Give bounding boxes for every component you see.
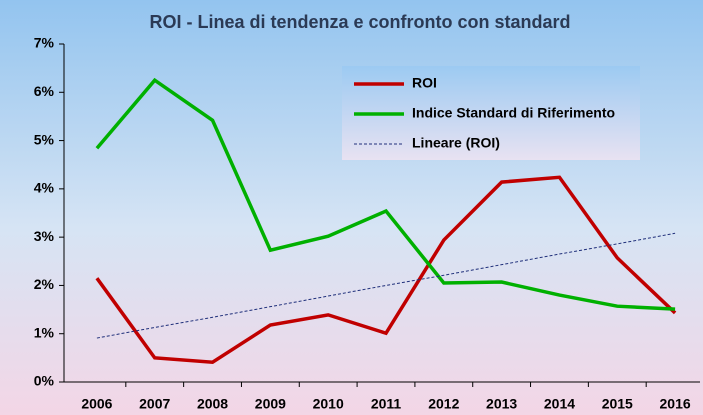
x-tick-label: 2013 [486, 396, 517, 412]
x-tick-label: 2015 [602, 396, 633, 412]
x-tick-label: 2009 [255, 396, 286, 412]
y-tick-label: 1% [34, 324, 55, 340]
x-tick-label: 2011 [371, 396, 402, 412]
x-tick-label: 2014 [544, 396, 575, 412]
y-tick-label: 7% [34, 35, 55, 51]
trend-line [96, 232, 676, 339]
y-tick-label: 3% [34, 228, 55, 244]
y-tick-label: 0% [34, 373, 55, 389]
legend-label: ROI [412, 75, 437, 91]
x-tick-label: 2008 [197, 396, 228, 412]
x-tick-label: 2012 [428, 396, 459, 412]
x-tick-label: 2010 [313, 396, 344, 412]
y-tick-label: 2% [34, 276, 55, 292]
y-tick-label: 6% [34, 83, 55, 99]
x-tick-label: 2016 [660, 396, 691, 412]
y-tick-label: 5% [34, 131, 55, 147]
y-tick-label: 4% [34, 180, 55, 196]
legend-label: Indice Standard di Riferimento [412, 105, 615, 121]
legend-label: Lineare (ROI) [412, 135, 500, 151]
x-tick-label: 2007 [139, 396, 170, 412]
series-line [95, 175, 677, 364]
x-tick-label: 2006 [81, 396, 112, 412]
chart-title: ROI - Linea di tendenza e confronto con … [149, 12, 570, 32]
series-line [95, 77, 676, 311]
